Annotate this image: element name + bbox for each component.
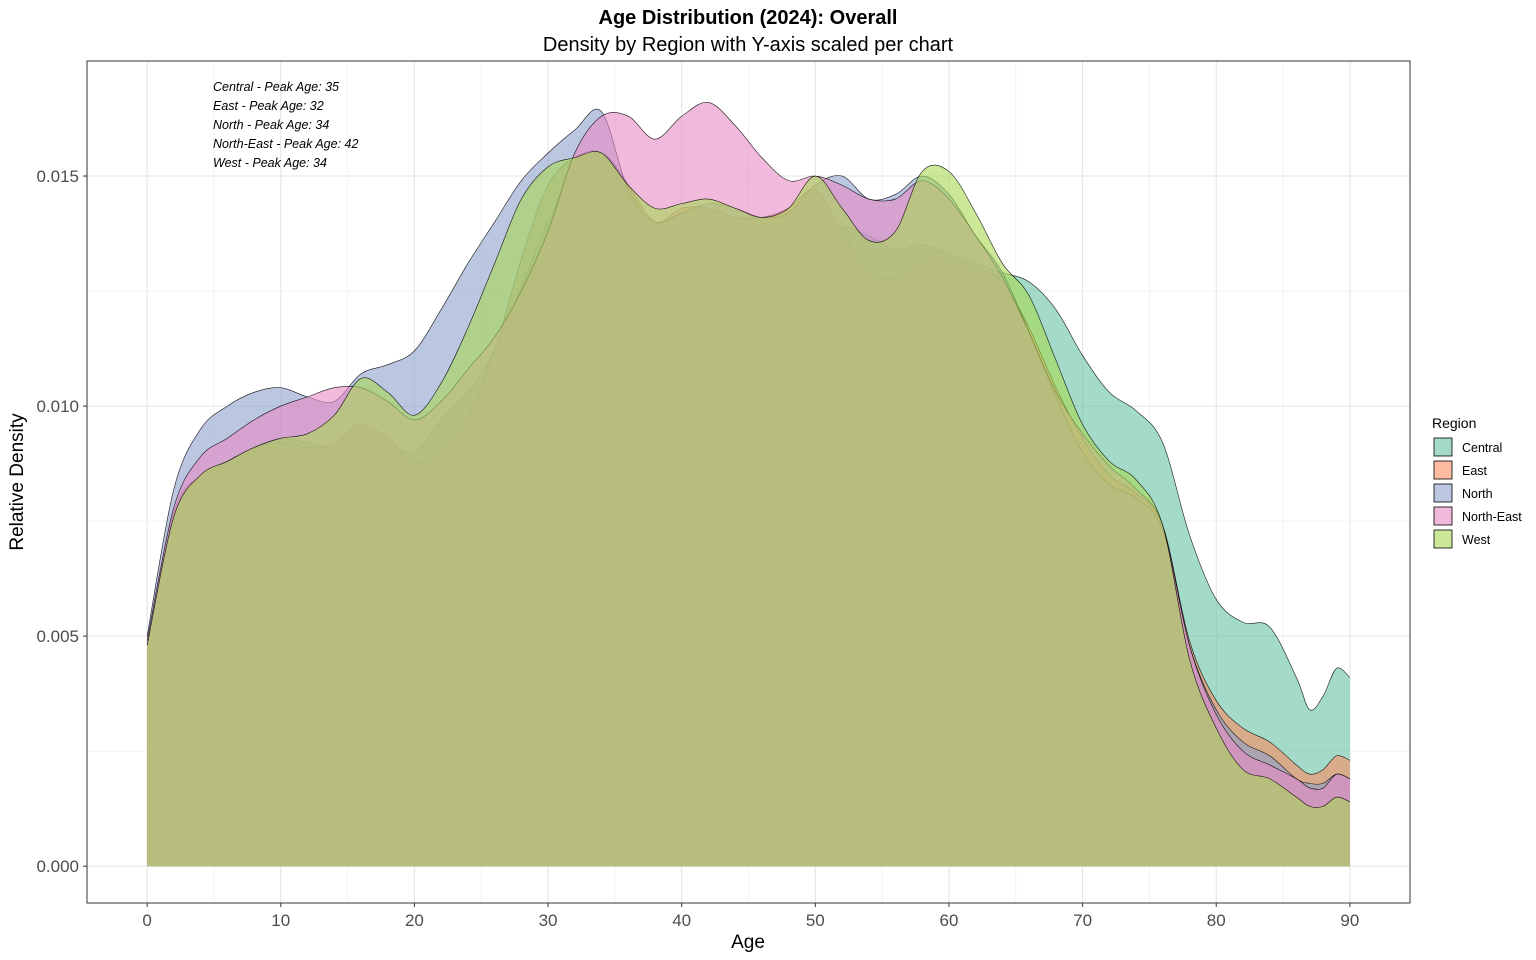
density-outline-west [146, 151, 1350, 808]
y-tick-label: 0.010 [36, 397, 79, 416]
density-areas [146, 102, 1351, 867]
x-tick-label: 80 [1207, 911, 1226, 930]
peak-age-annotations: Central - Peak Age: 35 East - Peak Age: 3… [213, 80, 358, 170]
y-axis-title: Relative Density [7, 413, 28, 551]
x-axis-ticks: 0 10 20 30 40 50 60 70 80 90 [142, 903, 1359, 930]
x-tick-label: 10 [271, 911, 290, 930]
peak-age-annotation: North - Peak Age: 34 [213, 118, 329, 132]
y-tick-label: 0.000 [36, 857, 79, 876]
peak-age-annotation: Central - Peak Age: 35 [213, 80, 339, 94]
y-axis-ticks: 0.000 0.005 0.010 0.015 [36, 167, 87, 876]
x-tick-label: 0 [142, 911, 151, 930]
peak-age-annotation: North-East - Peak Age: 42 [213, 137, 358, 151]
y-tick-label: 0.005 [36, 627, 79, 646]
legend-title: Region [1432, 415, 1476, 431]
legend-label: East [1462, 464, 1488, 478]
chart-subtitle: Density by Region with Y-axis scaled per… [543, 34, 954, 56]
x-tick-label: 40 [672, 911, 691, 930]
x-tick-label: 60 [939, 911, 958, 930]
peak-age-annotation: East - Peak Age: 32 [213, 99, 324, 113]
peak-age-annotation: West - Peak Age: 34 [213, 156, 327, 170]
legend-key-east [1433, 460, 1453, 480]
x-tick-label: 20 [405, 911, 424, 930]
legend-label: Central [1462, 441, 1502, 455]
legend: Region Central East North North-East West [1432, 415, 1522, 549]
legend-label: North [1462, 487, 1493, 501]
x-tick-label: 30 [539, 911, 558, 930]
legend-label: North-East [1462, 510, 1522, 524]
density-area-west [147, 151, 1350, 867]
density-outline-north-east [146, 102, 1350, 790]
chart-title: Age Distribution (2024): Overall [599, 7, 898, 29]
legend-key-north-east [1433, 506, 1453, 526]
legend-key-west [1433, 529, 1453, 549]
x-tick-label: 90 [1340, 911, 1359, 930]
y-tick-label: 0.015 [36, 167, 79, 186]
legend-label: West [1462, 533, 1491, 547]
x-axis-title: Age [731, 932, 765, 953]
legend-key-central [1433, 437, 1453, 457]
legend-key-north [1433, 483, 1453, 503]
x-tick-label: 50 [806, 911, 825, 930]
plot-panel-border [86, 60, 1411, 904]
x-tick-label: 70 [1073, 911, 1092, 930]
